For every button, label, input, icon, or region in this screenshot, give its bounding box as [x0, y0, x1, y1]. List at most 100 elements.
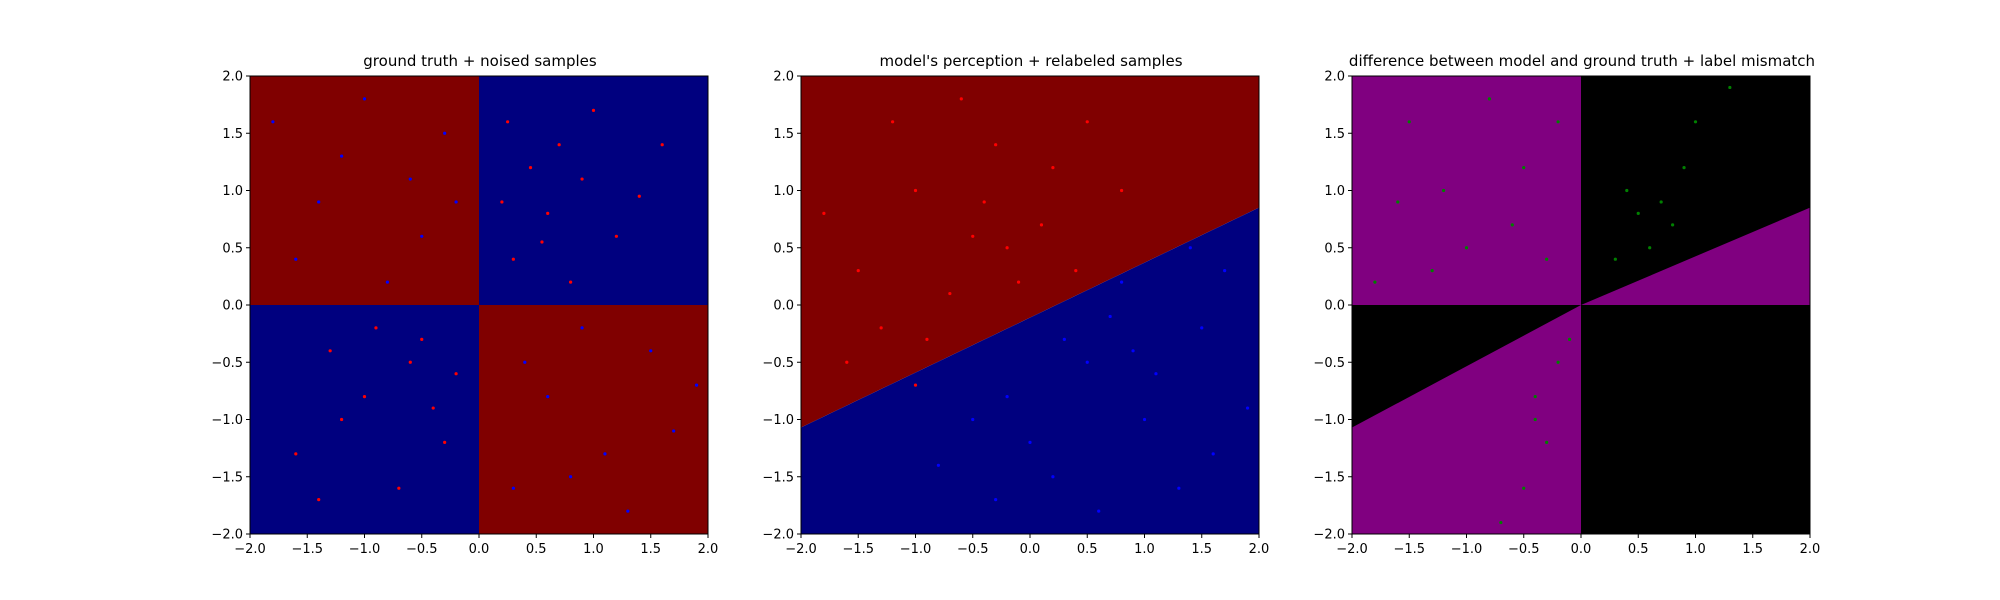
scatter-point: [948, 291, 952, 296]
scatter-series: [294, 108, 664, 502]
scatter-point: [1051, 475, 1055, 479]
scatter-point: [569, 280, 573, 284]
y-tick-label: −1.5: [762, 470, 794, 485]
scatter-point: [408, 177, 412, 181]
scatter-point: [454, 200, 458, 204]
region-agree-left-wedge: [1352, 305, 1581, 428]
y-tick-label: 0.5: [1324, 241, 1345, 256]
scatter-point: [1648, 246, 1652, 250]
panel-difference: difference between model and ground trut…: [1313, 52, 1820, 557]
scatter-point: [397, 486, 401, 490]
x-tick-label: −2.0: [785, 542, 817, 557]
panel-title: difference between model and ground trut…: [1349, 52, 1815, 70]
scatter-point: [1533, 395, 1537, 399]
region-bottom-left: [250, 305, 479, 534]
scatter-point: [626, 509, 630, 513]
scatter-point: [1567, 337, 1572, 341]
scatter-point: [1051, 166, 1055, 170]
panel-ground-truth: ground truth + noised samples −2.0 −1.5 −1…: [211, 52, 718, 557]
scatter-point: [971, 417, 975, 422]
scatter-point: [1613, 257, 1617, 261]
scatter-point: [1487, 97, 1491, 101]
y-tick-label: −2.0: [1313, 528, 1345, 543]
x-tick-label: 1.0: [1134, 542, 1155, 557]
x-tick-label: 1.5: [1742, 542, 1763, 557]
scatter-point: [340, 154, 344, 158]
y-tick-label: 0.0: [222, 299, 243, 314]
scatter-point: [925, 337, 929, 341]
scatter-point: [1200, 326, 1204, 330]
scatter-point: [1120, 280, 1124, 284]
scatter-point: [1533, 417, 1537, 422]
scatter-point: [1005, 246, 1009, 250]
scatter-point: [557, 143, 561, 147]
scatter-point: [1659, 200, 1663, 204]
x-tick-label: −1.5: [291, 542, 323, 557]
scatter-point: [362, 97, 367, 101]
scatter-point: [1430, 269, 1434, 273]
scatter-point: [672, 429, 676, 433]
y-tick-label: 1.5: [222, 127, 243, 142]
y-tick-label: 0.0: [1324, 299, 1345, 314]
scatter-point: [271, 120, 275, 124]
x-tick-label: 1.0: [583, 542, 604, 557]
y-tick-label: 2.0: [222, 70, 243, 85]
region-mismatch-right-wedge: [1581, 207, 1810, 305]
y-tick-label: −0.5: [1313, 356, 1345, 371]
x-tick-label: 0.0: [1020, 542, 1041, 557]
scatter-series: [822, 97, 1124, 387]
panel-model-perception: model's perception + relabeled samples −…: [762, 52, 1269, 557]
scatter-point: [317, 200, 321, 204]
scatter-point: [994, 143, 998, 147]
x-tick-label: −2.0: [234, 542, 266, 557]
y-tick-label: 1.0: [1324, 184, 1345, 199]
x-tick-label: −2.0: [1336, 542, 1368, 557]
plot-background: [1352, 76, 1810, 534]
scatter-point: [1154, 372, 1158, 376]
scatter-point: [694, 383, 699, 387]
x-tick-label: 0.5: [526, 542, 547, 557]
scatter-point: [1693, 120, 1698, 124]
scatter-point: [1131, 349, 1135, 353]
scatter-point: [420, 234, 424, 238]
x-tick-label: −1.0: [349, 542, 381, 557]
scatter-point: [443, 440, 447, 444]
y-tick-label: 0.5: [773, 241, 794, 256]
x-tick-label: 1.5: [640, 542, 661, 557]
scatter-point: [1510, 223, 1514, 227]
x-tick-label: −0.5: [957, 542, 989, 557]
x-tick-label: 0.5: [1628, 542, 1649, 557]
region-bottom-right: [479, 305, 708, 534]
scatter-point: [1108, 314, 1112, 319]
y-tick-label: 1.5: [1324, 127, 1345, 142]
scatter-point: [959, 97, 963, 101]
x-tick-label: 0.5: [1077, 542, 1098, 557]
scatter-point: [1522, 166, 1526, 170]
scatter-point: [340, 417, 344, 422]
x-tick-label: 2.0: [698, 542, 719, 557]
x-tick-label: −0.5: [1508, 542, 1540, 557]
scatter-point: [1373, 280, 1377, 284]
scatter-point: [1556, 360, 1560, 364]
scatter-point: [1074, 269, 1078, 273]
x-tick-label: 1.5: [1191, 542, 1212, 557]
y-tick-label: 1.5: [773, 127, 794, 142]
scatter-point: [569, 475, 573, 479]
plot-background: [801, 76, 1259, 535]
scatter-point: [1442, 188, 1446, 193]
scatter-point: [1005, 395, 1009, 399]
scatter-point: [1016, 280, 1021, 284]
scatter-series: [1373, 85, 1732, 525]
x-tick-label: 2.0: [1249, 542, 1270, 557]
scatter-point: [1407, 120, 1411, 124]
y-tick-label: −0.5: [211, 356, 243, 371]
y-tick-label: 1.0: [773, 184, 794, 199]
x-tick-label: 0.0: [1571, 542, 1592, 557]
scatter-point: [506, 120, 510, 124]
scatter-point: [971, 234, 975, 238]
x-tick-label: 0.0: [469, 542, 490, 557]
scatter-point: [660, 143, 664, 147]
scatter-point: [1728, 85, 1732, 90]
scatter-point: [1636, 211, 1640, 215]
scatter-point: [1085, 360, 1089, 364]
